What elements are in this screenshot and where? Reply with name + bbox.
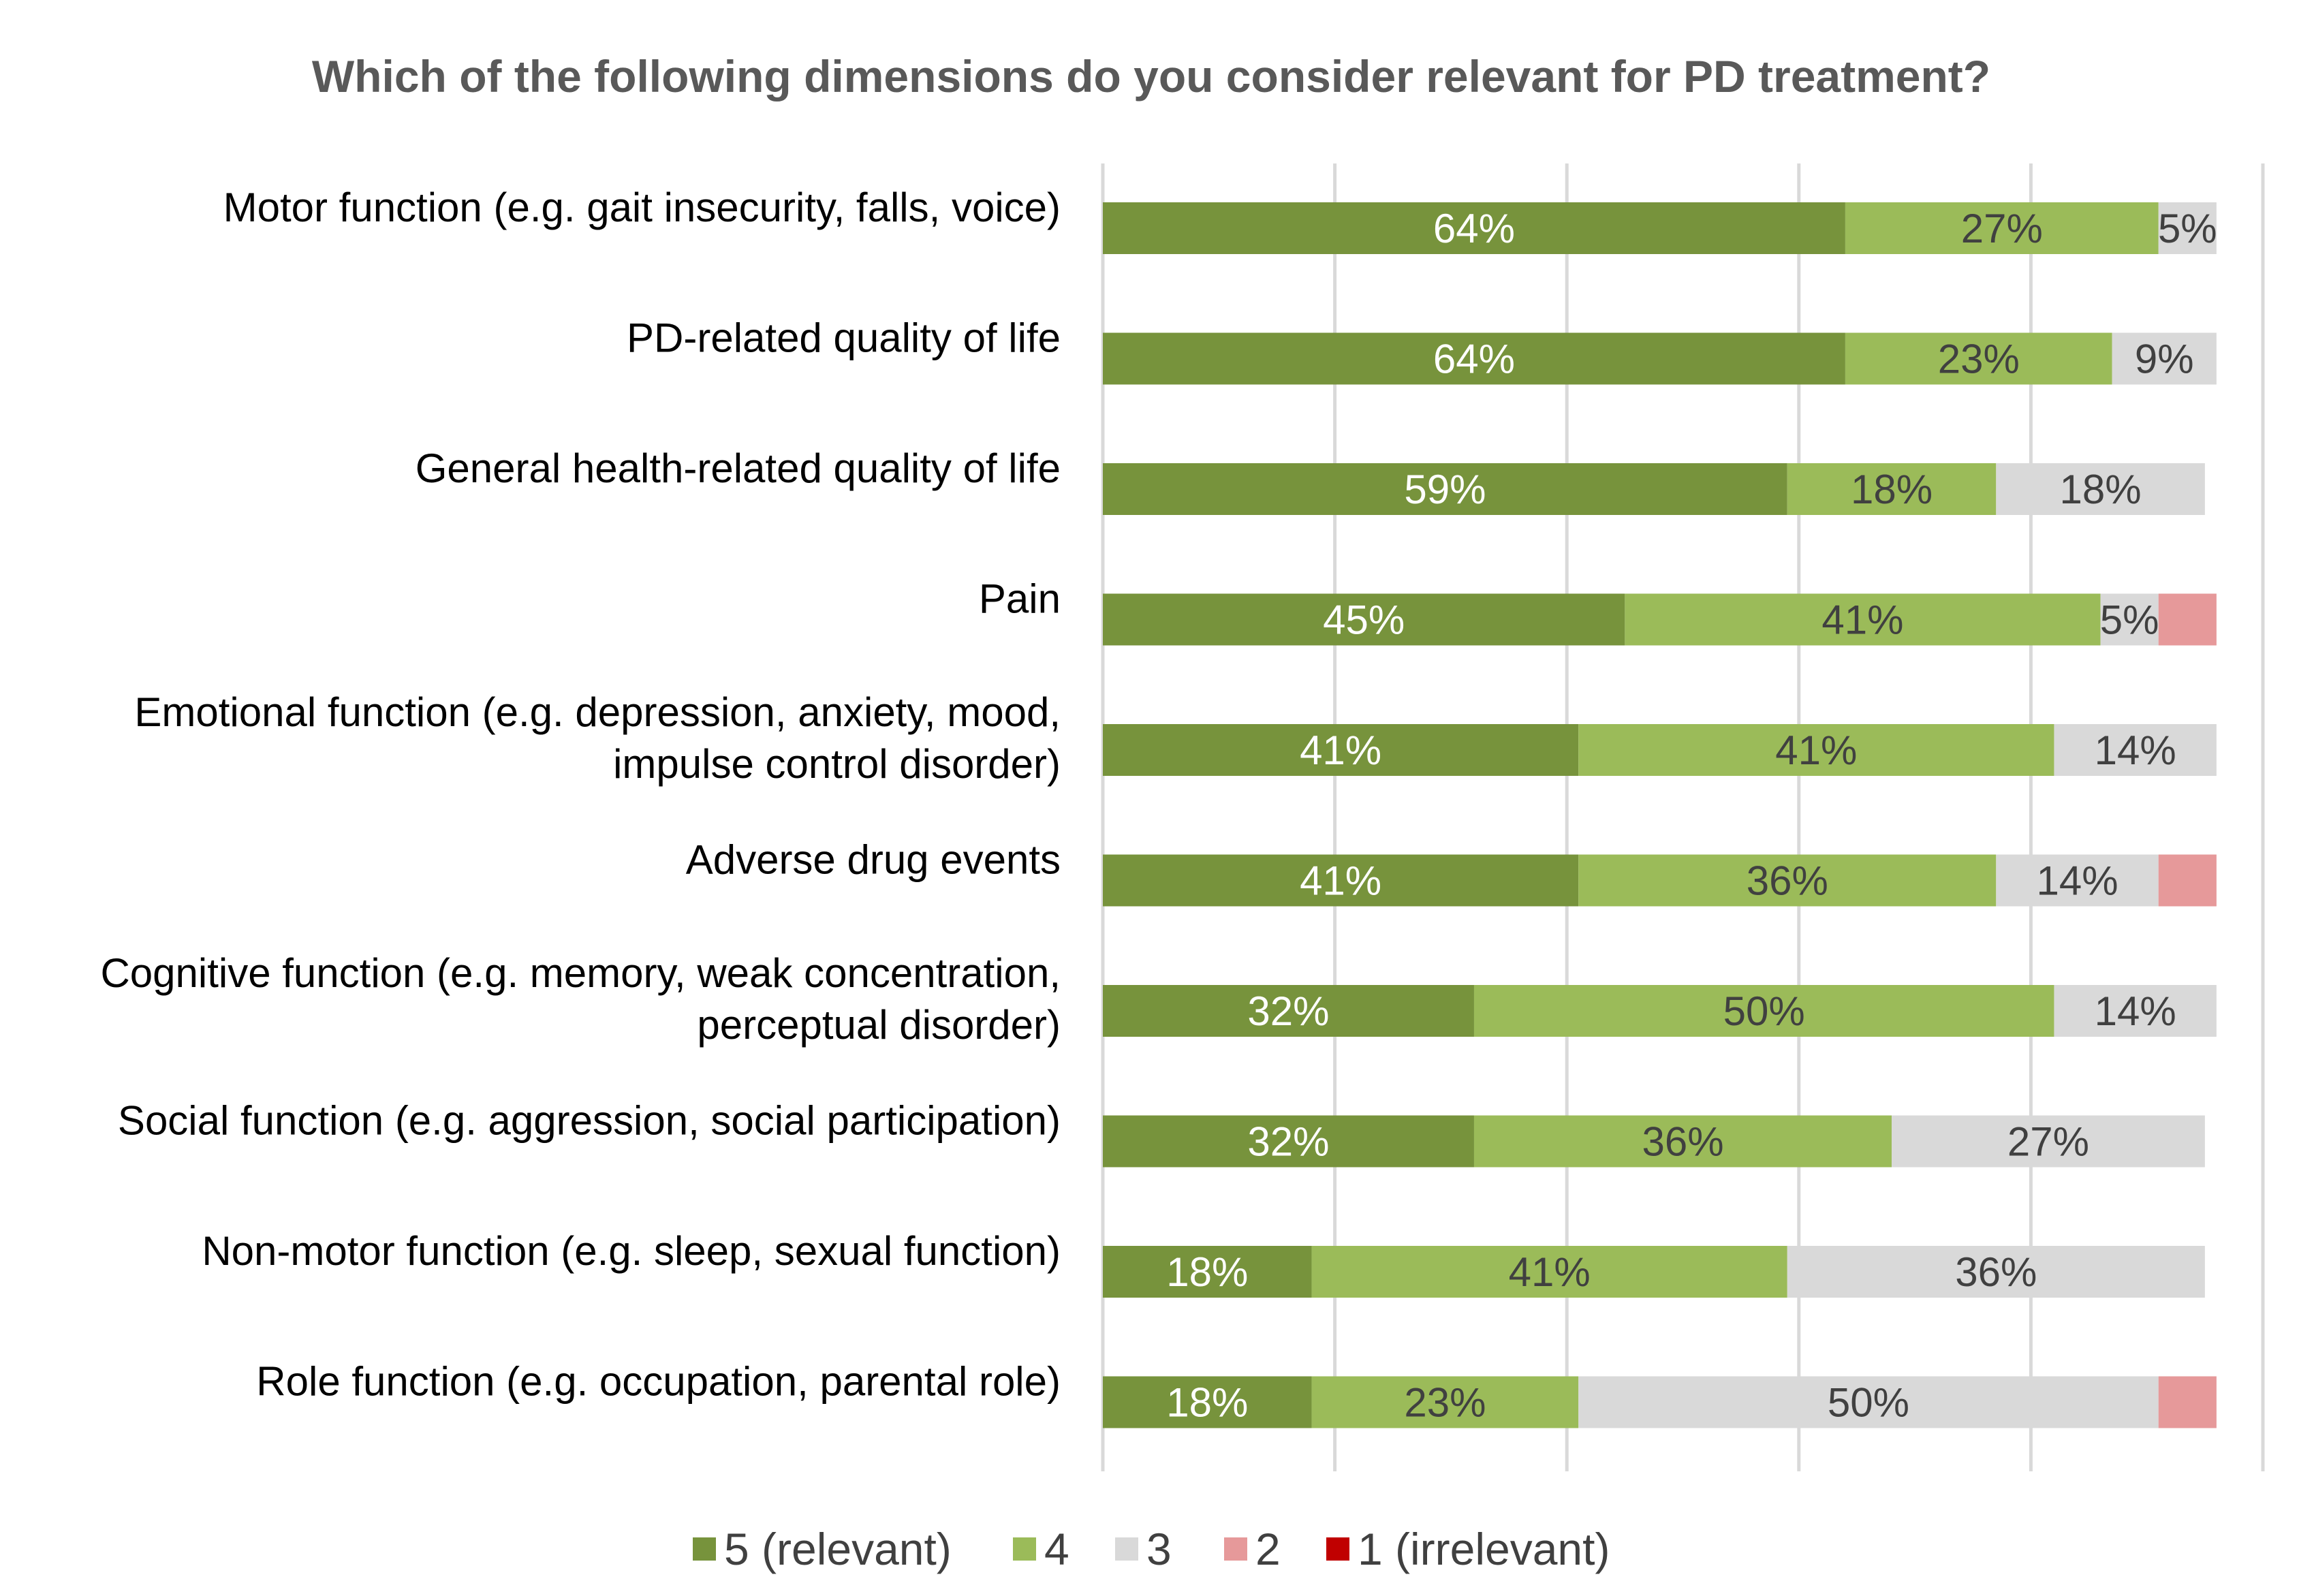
bar-segment xyxy=(1578,1376,2159,1428)
bar-segment xyxy=(1103,724,1579,776)
data-label: 41% xyxy=(1509,1249,1591,1295)
bar-segment xyxy=(1578,724,2054,776)
category-label: General health-related quality of life xyxy=(416,445,1061,491)
data-label: 18% xyxy=(1851,467,1933,512)
bar-segment xyxy=(1787,1246,2205,1298)
category-label: Role function (e.g. occupation, parental… xyxy=(256,1359,1061,1405)
category-label: Adverse drug events xyxy=(686,837,1061,883)
legend-label: 2 xyxy=(1255,1524,1281,1574)
bar-segment xyxy=(1311,1246,1787,1298)
data-label: 27% xyxy=(2007,1119,2089,1165)
bar-segment xyxy=(1311,1376,1579,1428)
data-label: 45% xyxy=(1323,597,1405,643)
category-label: Pain xyxy=(979,576,1061,622)
data-label: 64% xyxy=(1433,206,1515,251)
bar-segment xyxy=(1892,1115,2205,1168)
data-labels: 64% 27% 5% 64% 23% 9% 59% 18% 18% 45% 41% 5% 41% 41% 1… xyxy=(1166,206,2217,1426)
bar-segment xyxy=(1103,1376,1312,1428)
data-label: 18% xyxy=(2060,467,2142,512)
data-label: 59% xyxy=(1404,467,1486,512)
bar-segment xyxy=(2158,202,2217,254)
data-label: 14% xyxy=(2095,727,2176,773)
data-label: 18% xyxy=(1166,1380,1248,1426)
legend-swatch xyxy=(1326,1537,1349,1561)
data-label: 14% xyxy=(2095,988,2176,1034)
category-label: Non-motor function (e.g. sleep, sexual f… xyxy=(202,1228,1061,1274)
data-label: 32% xyxy=(1247,988,1329,1034)
bar-segment xyxy=(2100,593,2159,646)
bar-segment xyxy=(1787,463,1997,515)
category-label: Cognitive function (e.g. memory, weak co… xyxy=(100,950,1061,1048)
legend-swatch xyxy=(1013,1537,1036,1561)
legend-swatch xyxy=(1224,1537,1247,1561)
bar-segment xyxy=(1103,593,1625,646)
bar-segment xyxy=(1103,1246,1312,1298)
bar-segment xyxy=(1103,985,1474,1037)
data-label: 41% xyxy=(1300,727,1381,773)
data-label: 64% xyxy=(1433,337,1515,382)
bar-segment xyxy=(1578,854,1997,907)
legend: 5 (relevant) 4 3 2 1 (irrelevant) xyxy=(693,1524,1610,1574)
data-label: 41% xyxy=(1821,597,1903,643)
category-labels: Motor function (e.g. gait insecurity, fa… xyxy=(100,185,1061,1405)
bar-segment xyxy=(1625,593,2101,646)
bar-segment xyxy=(1845,202,2159,254)
bar-segment xyxy=(1473,1115,1892,1168)
category-label: Social function (e.g. aggression, social… xyxy=(118,1098,1061,1144)
bar-segment xyxy=(1103,854,1579,907)
bar-segment xyxy=(1103,1115,1474,1168)
data-label: 14% xyxy=(2036,858,2118,904)
data-label: 5% xyxy=(2158,206,2217,251)
data-label: 5% xyxy=(2100,597,2159,643)
data-label: 36% xyxy=(1955,1249,2037,1295)
bars xyxy=(1103,202,2217,1428)
legend-label: 4 xyxy=(1044,1524,1069,1574)
bar-segment xyxy=(2054,724,2217,776)
data-label: 32% xyxy=(1247,1119,1329,1165)
data-label: 50% xyxy=(1828,1380,1909,1426)
bar-segment xyxy=(2054,985,2217,1037)
chart-title: Which of the following dimensions do you… xyxy=(312,51,1990,101)
data-label: 50% xyxy=(1723,988,1805,1034)
bar-segment xyxy=(2158,854,2217,907)
bar-segment xyxy=(2112,332,2217,385)
legend-label: 5 (relevant) xyxy=(724,1524,952,1574)
bar-segment xyxy=(1845,332,2112,385)
bar-segment xyxy=(1103,332,1845,385)
data-label: 41% xyxy=(1775,727,1857,773)
bar-segment xyxy=(1996,854,2159,907)
bar-segment xyxy=(1996,463,2205,515)
bar-segment xyxy=(1473,985,2054,1037)
data-label: 41% xyxy=(1300,858,1381,904)
data-label: 23% xyxy=(1938,337,2020,382)
legend-label: 3 xyxy=(1146,1524,1172,1574)
data-label: 23% xyxy=(1404,1380,1486,1426)
bar-segment xyxy=(1103,463,1787,515)
data-label: 9% xyxy=(2135,337,2194,382)
category-label: Motor function (e.g. gait insecurity, fa… xyxy=(223,185,1061,230)
category-label: Emotional function (e.g. depression, anx… xyxy=(134,689,1061,787)
legend-swatch xyxy=(1115,1537,1138,1561)
data-label: 36% xyxy=(1747,858,1828,904)
category-label: PD-related quality of life xyxy=(627,315,1061,361)
bar-segment xyxy=(2158,593,2217,646)
data-label: 18% xyxy=(1166,1249,1248,1295)
bar-segment xyxy=(2158,1376,2217,1428)
legend-swatch xyxy=(693,1537,716,1561)
data-label: 36% xyxy=(1642,1119,1723,1165)
legend-label: 1 (irrelevant) xyxy=(1358,1524,1610,1574)
bar-segment xyxy=(1103,202,1845,254)
data-label: 27% xyxy=(1961,206,2043,251)
